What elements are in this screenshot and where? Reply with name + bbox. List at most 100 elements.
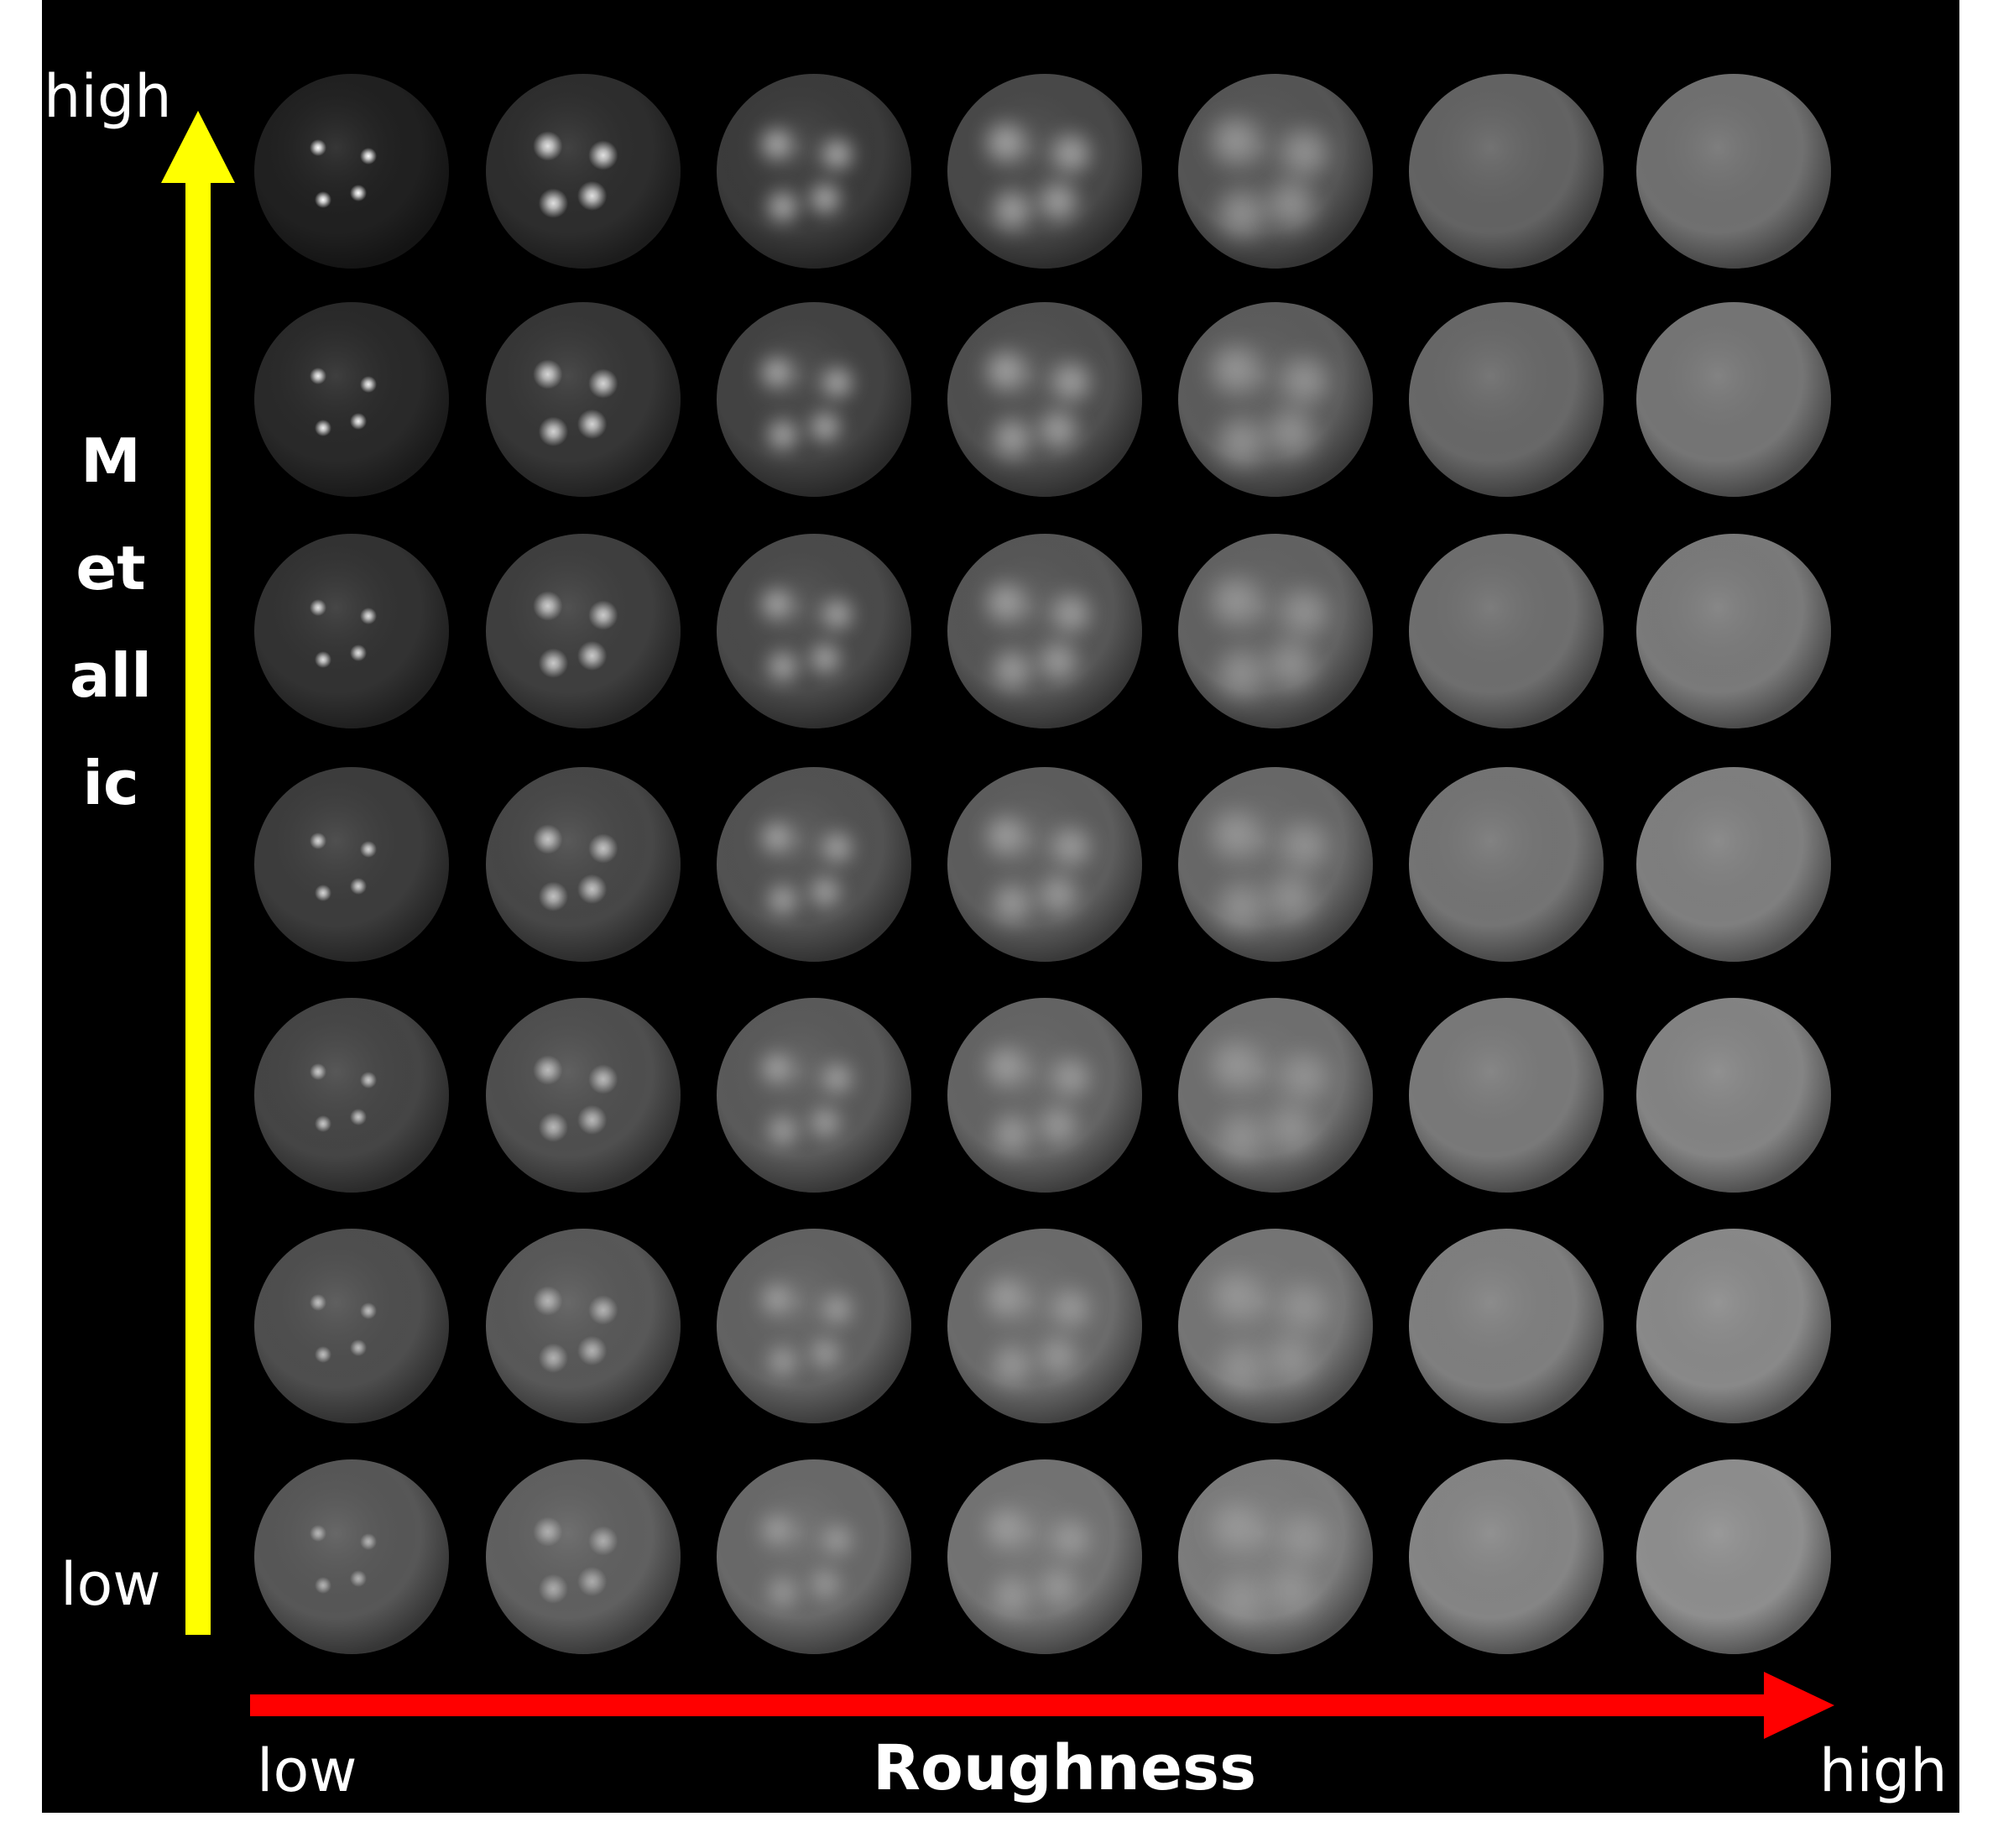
specular-highlight	[761, 1571, 805, 1614]
sphere-r6-c3	[717, 1229, 911, 1423]
specular-highlight	[360, 1533, 377, 1550]
sphere-r1-c1	[254, 74, 449, 269]
sphere-r7-c7	[1636, 1459, 1831, 1654]
specular-highlight	[1200, 335, 1269, 404]
specular-highlight	[984, 642, 1041, 698]
roughness-arrowhead	[1764, 1672, 1834, 1739]
sphere-r6-c7	[1636, 1229, 1831, 1423]
sphere-r5-c5	[1178, 998, 1373, 1193]
specular-highlight	[315, 1346, 331, 1363]
specular-highlight	[1256, 1555, 1326, 1625]
specular-highlight	[1270, 347, 1339, 415]
specular-highlight	[755, 351, 798, 394]
specular-highlight	[1043, 1050, 1099, 1105]
specular-highlight	[350, 1339, 367, 1356]
sphere-r1-c3	[717, 74, 911, 269]
specular-highlight	[816, 1057, 858, 1100]
specular-highlight	[1200, 1261, 1269, 1330]
specular-highlight	[538, 188, 569, 218]
specular-highlight	[816, 593, 858, 636]
specular-highlight	[576, 409, 608, 440]
specular-highlight	[761, 1340, 805, 1383]
sphere-r7-c5	[1178, 1459, 1373, 1654]
specular-highlight	[1200, 1031, 1269, 1099]
specular-highlight	[533, 131, 563, 161]
specular-highlight	[816, 1287, 858, 1331]
specular-highlight	[538, 881, 569, 911]
specular-highlight	[533, 1055, 563, 1085]
specular-highlight	[761, 879, 805, 921]
sphere-r3-c5	[1178, 534, 1373, 728]
specular-highlight	[1270, 1273, 1339, 1342]
specular-highlight	[310, 599, 326, 616]
specular-highlight	[310, 1294, 326, 1311]
specular-highlight	[984, 1106, 1041, 1162]
specular-highlight	[360, 841, 377, 858]
specular-highlight	[755, 582, 798, 626]
sphere-r3-c7	[1636, 534, 1831, 728]
sphere-r6-c4	[947, 1229, 1142, 1423]
specular-highlight	[315, 651, 331, 668]
sphere-r3-c1	[254, 534, 449, 728]
specular-highlight	[350, 878, 367, 895]
specular-highlight	[816, 133, 858, 176]
specular-highlight	[1200, 107, 1269, 175]
roughness-high-label: high	[1819, 1736, 1948, 1805]
metallic-low-label: low	[60, 1550, 161, 1619]
specular-highlight	[360, 1302, 377, 1319]
specular-highlight	[761, 414, 805, 457]
sphere-r2-c2	[486, 302, 681, 497]
specular-highlight	[1043, 354, 1099, 410]
specular-highlight	[538, 648, 569, 678]
sphere-r1-c7	[1636, 74, 1831, 269]
specular-highlight	[1270, 118, 1339, 187]
sphere-r7-c3	[717, 1459, 911, 1654]
specular-highlight	[1270, 812, 1339, 880]
metallic-arrow-shaft	[185, 176, 211, 1635]
specular-highlight	[538, 1112, 569, 1142]
metallic-arrowhead	[161, 111, 235, 183]
specular-highlight	[538, 1574, 569, 1604]
sphere-r3-c3	[717, 534, 911, 728]
specular-highlight	[315, 1115, 331, 1132]
specular-highlight	[984, 410, 1041, 467]
specular-highlight	[803, 637, 847, 681]
specular-highlight	[576, 1104, 608, 1135]
specular-highlight	[1256, 1324, 1326, 1394]
specular-highlight	[1256, 398, 1326, 467]
sphere-r5-c4	[947, 998, 1142, 1193]
specular-highlight	[803, 405, 847, 449]
specular-highlight	[1030, 1559, 1086, 1616]
sphere-r2-c5	[1178, 302, 1373, 497]
specular-highlight	[755, 816, 798, 859]
specular-highlight	[978, 1270, 1034, 1325]
specular-highlight	[1030, 867, 1086, 923]
specular-highlight	[1200, 1492, 1269, 1561]
specular-highlight	[360, 148, 377, 164]
specular-highlight	[803, 1332, 847, 1376]
specular-highlight	[588, 368, 618, 399]
specular-highlight	[315, 191, 331, 208]
specular-highlight	[1270, 578, 1339, 647]
specular-highlight	[1030, 634, 1086, 690]
sphere-r6-c6	[1409, 1229, 1604, 1423]
specular-highlight	[360, 376, 377, 393]
specular-highlight	[310, 1063, 326, 1080]
sphere-r2-c3	[717, 302, 911, 497]
specular-highlight	[588, 1295, 618, 1325]
specular-highlight	[1200, 800, 1269, 869]
specular-highlight	[803, 1101, 847, 1145]
specular-highlight	[755, 1047, 798, 1090]
specular-highlight	[310, 1525, 326, 1542]
sphere-r1-c5	[1178, 74, 1373, 269]
sphere-r4-c5	[1178, 767, 1373, 962]
specular-highlight	[1043, 1511, 1099, 1567]
specular-highlight	[978, 1501, 1034, 1556]
specular-highlight	[310, 139, 326, 156]
specular-highlight	[1043, 586, 1099, 641]
specular-highlight	[1256, 629, 1326, 699]
sphere-r4-c6	[1409, 767, 1604, 962]
specular-highlight	[588, 140, 618, 170]
specular-highlight	[984, 182, 1041, 238]
specular-highlight	[310, 368, 326, 384]
